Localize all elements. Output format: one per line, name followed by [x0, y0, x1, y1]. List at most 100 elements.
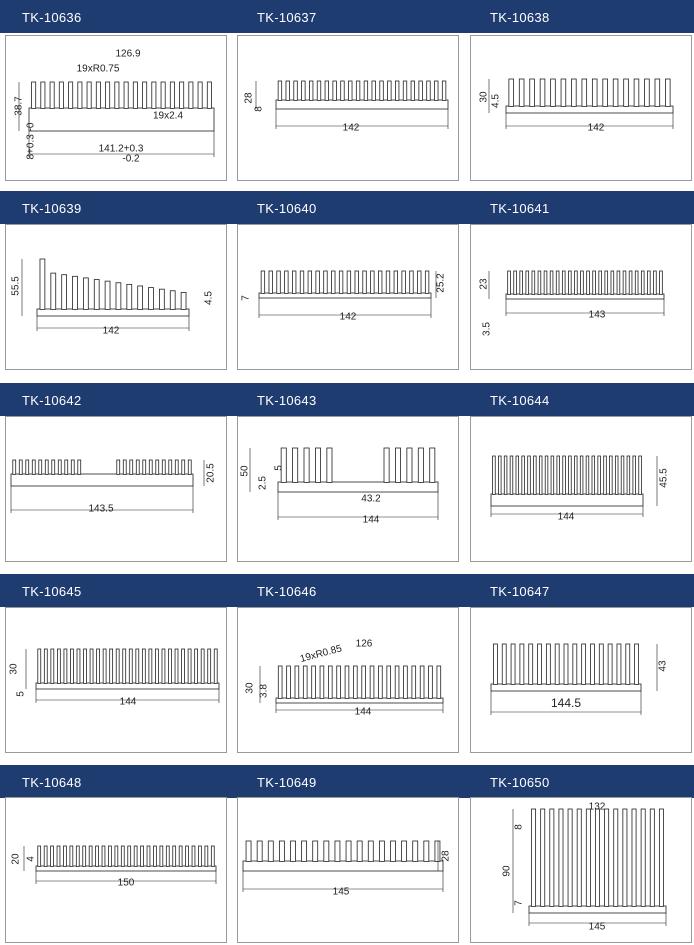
heatsink-fin — [72, 275, 78, 310]
profile-outline — [505, 78, 674, 114]
profile-drawing-panel: 50 2.5 5 43.2 144 — [237, 416, 459, 562]
heatsink-profile-drawing: 30 5 144 — [9, 648, 220, 708]
heatsink-fin — [634, 270, 639, 295]
heatsink-profile-drawing: 55.5 4.5 142 — [11, 258, 215, 337]
heatsink-fin — [417, 270, 422, 294]
dimension-label: 8+0.3 -0 — [26, 122, 37, 159]
heatsink-profile-drawing: 7 25.2 142 — [241, 270, 447, 323]
profile-base — [275, 99, 449, 110]
heatsink-fin — [38, 459, 43, 475]
heatsink-fin — [345, 840, 352, 862]
dimension-lines — [25, 649, 220, 703]
heatsink-fin — [591, 78, 598, 107]
heatsink-fin — [68, 81, 74, 109]
profile-drawing-panel: 55.5 4.5 142 — [5, 224, 227, 370]
profile-outline — [490, 643, 642, 692]
heatsink-fin — [64, 459, 69, 475]
heatsink-fin — [83, 648, 87, 684]
heatsink-fin — [550, 455, 555, 495]
heatsink-fin — [586, 270, 590, 295]
dimension-label: 38.7 — [14, 96, 25, 116]
heatsink-fin — [581, 643, 587, 685]
heatsink-fin — [50, 648, 55, 684]
heatsink-fin — [567, 808, 573, 907]
heatsink-fin — [620, 455, 625, 495]
heatsink-fin — [402, 80, 408, 101]
heatsink-fin — [338, 270, 344, 294]
heatsink-fin — [122, 648, 127, 684]
heatsink-fin — [644, 78, 650, 107]
heatsink-fin — [286, 665, 291, 699]
heatsink-fin — [568, 455, 572, 495]
dimension-lines — [488, 79, 674, 129]
profile-base — [277, 481, 439, 493]
heatsink-fin — [102, 648, 107, 684]
dimension-label: 126 — [356, 639, 373, 650]
heatsink-fin — [188, 81, 194, 109]
heatsink-fin — [326, 447, 333, 483]
heatsink-fin — [558, 808, 564, 907]
heatsink-fin — [354, 270, 359, 294]
heatsink-profile-drawing: 23 3.5 143 — [479, 270, 665, 336]
profile-base — [10, 473, 194, 487]
dimension-label: 30 — [9, 663, 20, 675]
heatsink-fin — [595, 808, 600, 907]
heatsink-fin — [412, 840, 419, 862]
dimension-label: 143.5 — [88, 504, 113, 515]
dimension-label: 5 — [16, 691, 27, 697]
heatsink-fin — [378, 840, 385, 862]
profile-outline — [10, 459, 194, 487]
header-band — [0, 191, 694, 224]
heatsink-fin — [197, 81, 203, 109]
heatsink-fin — [417, 447, 424, 483]
profile-base — [490, 683, 642, 692]
heatsink-fin — [355, 80, 361, 101]
heatsink-fin — [108, 845, 112, 867]
heatsink-fin — [563, 643, 569, 685]
dimension-label: 144.5 — [551, 696, 581, 710]
heatsink-fin — [44, 459, 49, 475]
profile-drawing-panel: 30 5 144 — [5, 607, 227, 753]
heatsink-fin — [409, 270, 414, 294]
dimension-lines — [21, 259, 190, 331]
heatsink-fin — [441, 80, 447, 101]
dimension-label: 19xR0.85 — [299, 643, 344, 665]
heatsink-fin — [410, 80, 415, 101]
profile-drawing-panel: 20.5 143.5 — [5, 416, 227, 562]
profile-title: TK-10636 — [22, 10, 82, 25]
heatsink-fin — [527, 455, 531, 495]
heatsink-profile-drawing: 20 4 150 — [11, 845, 217, 889]
heatsink-profile-drawing: 45.5 144 — [490, 455, 670, 523]
dimension-lines — [18, 82, 215, 157]
heatsink-fin — [616, 270, 621, 295]
heatsink-fin — [406, 447, 413, 483]
heatsink-profile-drawing: 126.9 19xR0.75 19x2.4 38.78+0.3 -0 141.2+0.3… — [14, 49, 215, 165]
heatsink-fin — [148, 459, 153, 475]
heatsink-fin — [128, 648, 133, 684]
dimension-label: 50 — [240, 465, 251, 477]
heatsink-fin — [187, 648, 192, 684]
heatsink-fin — [598, 643, 604, 685]
heatsink-fin — [383, 447, 390, 483]
heatsink-fin — [122, 459, 127, 475]
heatsink-fin — [429, 447, 436, 483]
heatsink-fin — [278, 840, 285, 862]
heatsink-fin — [607, 643, 613, 685]
dimension-label: 90 — [502, 865, 513, 877]
heatsink-fin — [331, 270, 336, 294]
heatsink-fin — [501, 643, 507, 685]
profile-drawing-panel: 126.9 19xR0.75 19x2.4 38.7 8+0.3 -0 141.2+0.3… — [5, 35, 227, 181]
heatsink-fin — [194, 648, 198, 684]
heatsink-fin — [638, 455, 642, 495]
heatsink-fin — [628, 270, 633, 295]
heatsink-fin — [135, 648, 140, 684]
heatsink-fin — [75, 845, 80, 867]
heatsink-fin — [616, 643, 622, 685]
heatsink-fin — [353, 665, 358, 699]
heatsink-profile-drawing: 28 145 — [242, 840, 452, 898]
heatsink-fin — [393, 270, 398, 294]
heatsink-fin — [537, 270, 542, 295]
heatsink-fin — [507, 270, 511, 295]
heatsink-fin — [654, 78, 661, 107]
profile-outline — [490, 455, 644, 507]
